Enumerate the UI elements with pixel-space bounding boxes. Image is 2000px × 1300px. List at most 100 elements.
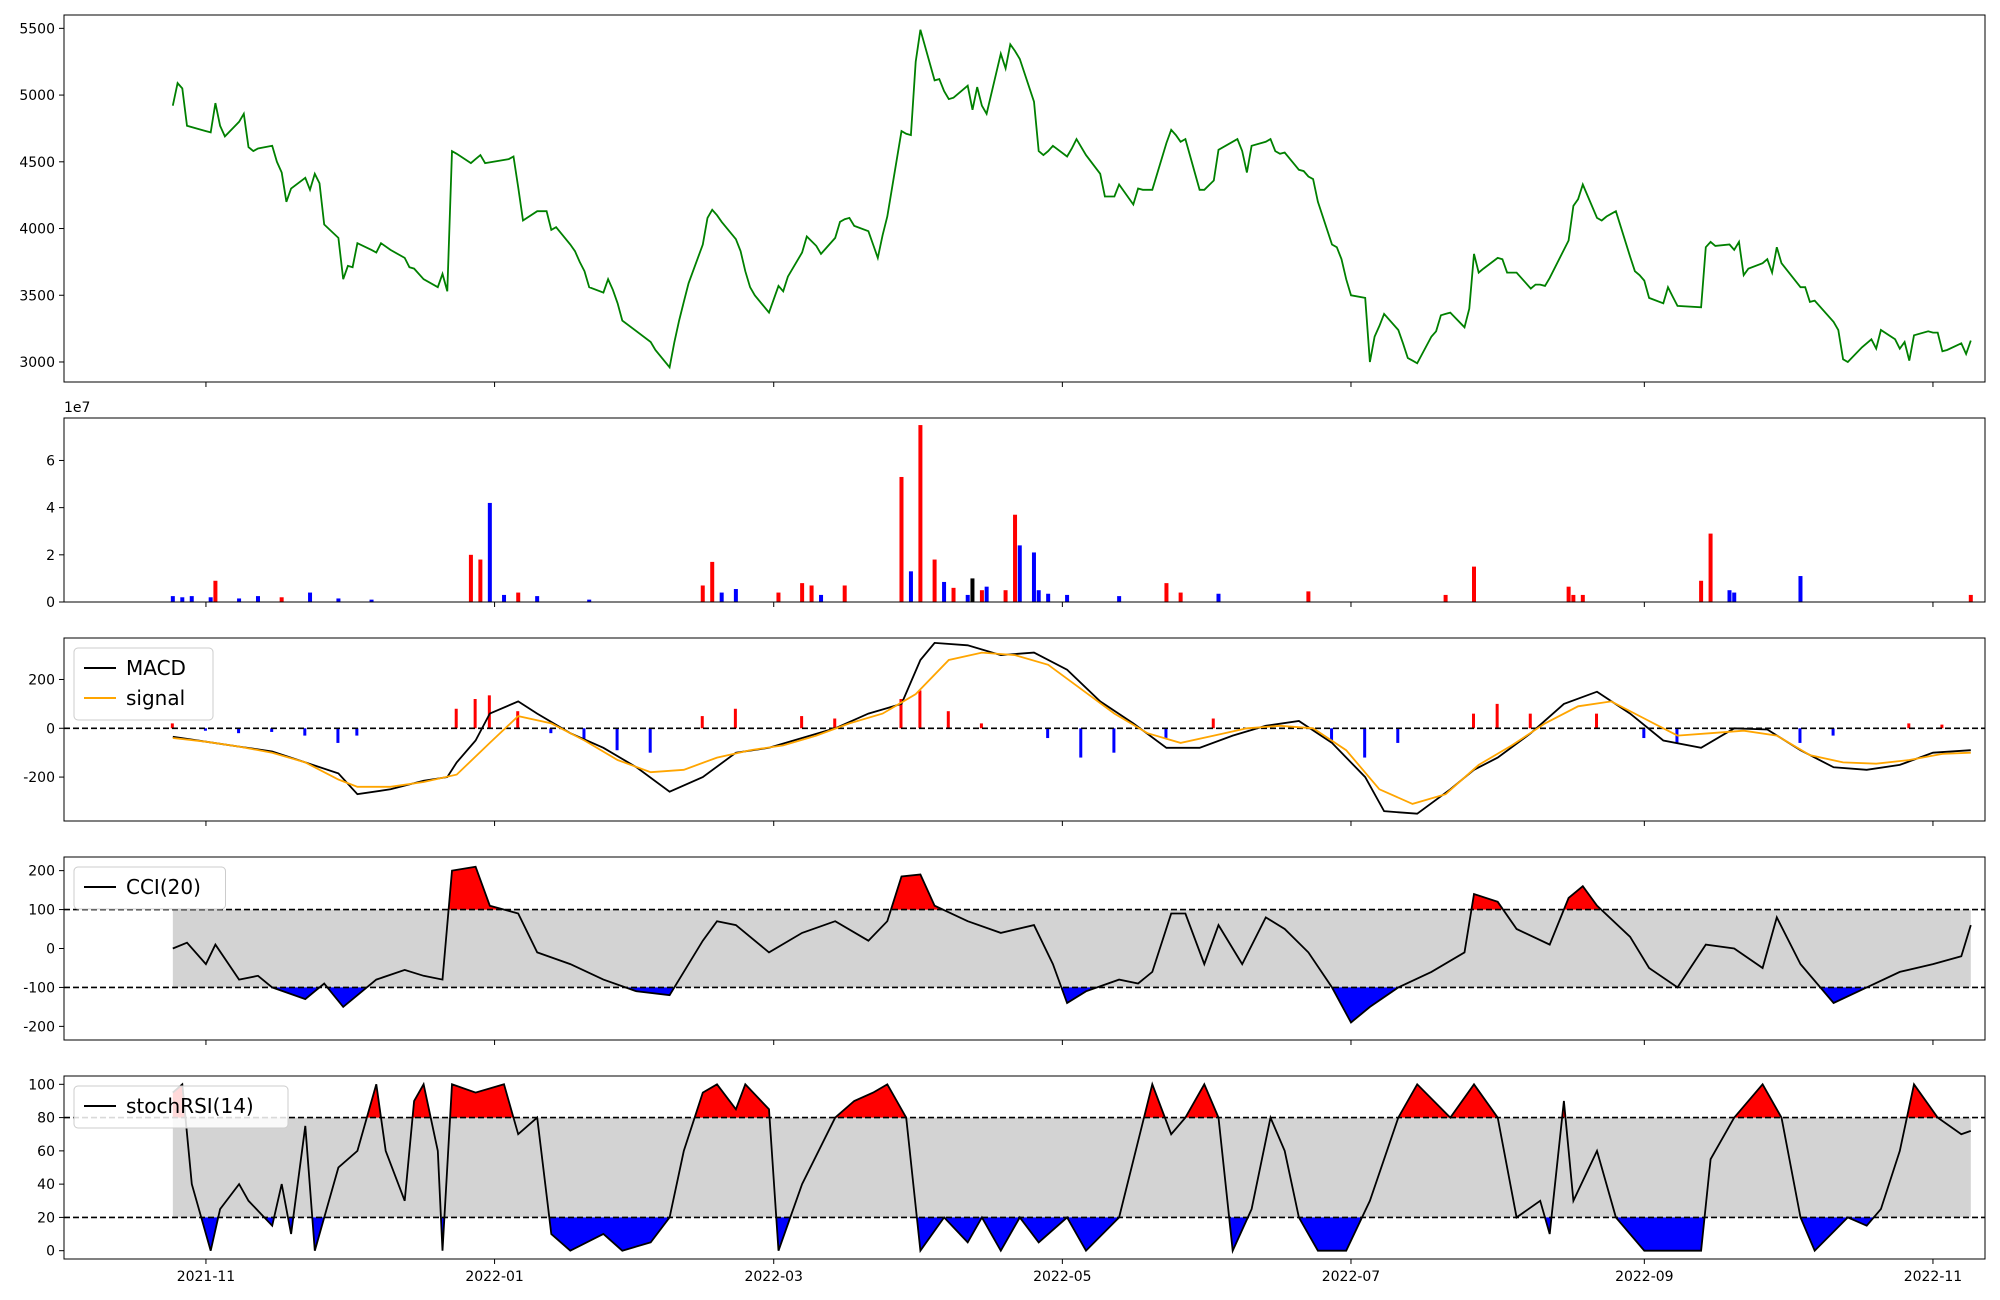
oversold-fill [944, 1217, 982, 1243]
y-tick-label: 3000 [19, 355, 55, 371]
macd-histogram-bar [454, 708, 458, 729]
y-tick-label: 0 [46, 721, 55, 737]
macd-histogram-bar [1907, 723, 1911, 729]
y-tick-label: 80 [37, 1111, 55, 1127]
series-line-macd [172, 641, 1971, 815]
volume-bar [279, 597, 284, 602]
macd-histogram-bar [946, 711, 950, 729]
volume-bar [1065, 594, 1070, 602]
macd-histogram-bar [733, 708, 737, 729]
volume-bar [1036, 590, 1041, 602]
volume-bar [1013, 514, 1018, 602]
plot-area-cci [64, 865, 1985, 1024]
macd-histogram-bar [1112, 728, 1116, 753]
volume-bar [255, 596, 260, 602]
legend-label: signal [126, 686, 185, 710]
oversold-fill [327, 987, 367, 1007]
volume-bar [1968, 594, 1973, 602]
oversold-fill [981, 1217, 1020, 1251]
macd-histogram-bar [1595, 713, 1599, 729]
x-tick-label: 2022-05 [1033, 1269, 1092, 1285]
volume-bar [1306, 591, 1311, 602]
volume-bar [700, 585, 705, 602]
macd-histogram-bar [700, 716, 704, 729]
macd-histogram-bar [336, 728, 340, 743]
oversold-fill [201, 1217, 219, 1251]
series-line-price [171, 29, 1972, 370]
volume-bar [237, 598, 242, 602]
volume-bar [468, 554, 473, 602]
macd-histogram-bar [648, 728, 652, 753]
volume-bar [213, 580, 218, 602]
macd-histogram-bar [1211, 718, 1215, 729]
volume-bar [516, 592, 521, 602]
axes-frame [63, 1075, 1986, 1260]
oversold-fill [625, 987, 675, 996]
panel-cci: -200 -100 0 100 200 CCI(20) [23, 856, 1986, 1045]
volume-bar [1727, 590, 1732, 602]
y-tick-label: 100 [28, 903, 55, 919]
macd-histogram-bar [979, 723, 983, 729]
volume-bar [776, 592, 781, 602]
overbought-fill [448, 866, 505, 910]
y-tick-label: 4000 [19, 222, 55, 238]
macd-histogram-bar [1495, 703, 1499, 729]
volume-bar [369, 599, 374, 602]
volume-bar [1443, 594, 1448, 602]
volume-bar [951, 587, 956, 602]
legend-box [73, 647, 214, 721]
overbought-fill [890, 874, 943, 910]
plot-area-macd [64, 641, 1985, 815]
plot-area-volume [170, 425, 1973, 602]
macd-histogram-bar [303, 728, 307, 736]
y-tick-label: 60 [37, 1144, 55, 1160]
volume-bar [1708, 533, 1713, 602]
macd-histogram-bar [1330, 728, 1334, 743]
x-tick-label: 2022-01 [465, 1269, 524, 1285]
volume-bar [1798, 576, 1803, 602]
legend-box [73, 866, 226, 910]
overbought-fill [694, 1084, 770, 1118]
overbought-fill [1734, 1084, 1782, 1118]
overbought-fill [1398, 1084, 1451, 1118]
volume-bar [733, 589, 738, 602]
overbought-fill [1906, 1084, 1938, 1118]
legend-box [73, 1085, 289, 1129]
volume-bar [809, 585, 814, 602]
macd-histogram-bar [1079, 728, 1083, 758]
volume-bar [719, 592, 724, 602]
y-tick-label: 5500 [19, 21, 55, 37]
y-tick-label: 200 [28, 672, 55, 688]
macd-histogram-bar [1046, 728, 1050, 739]
overbought-fill [1185, 1084, 1219, 1118]
volume-bar [1566, 586, 1571, 602]
volume-bar [180, 597, 185, 602]
series-line-signal [172, 651, 1971, 805]
volume-bar [1471, 566, 1476, 602]
macd-histogram-bar [355, 728, 359, 736]
y-tick-label: -200 [23, 770, 55, 786]
overbought-fill [450, 1084, 514, 1118]
y-tick-label: 20 [37, 1210, 55, 1226]
y-tick-label: 5000 [19, 88, 55, 104]
macd-histogram-bar [1798, 728, 1802, 743]
macd-histogram-bar [170, 723, 174, 729]
oversold-fill [1332, 987, 1399, 1023]
overbought-fill [412, 1084, 431, 1118]
x-tick-label: 2021-11 [177, 1269, 236, 1285]
volume-bar [979, 590, 984, 602]
band-fill [172, 1117, 1971, 1218]
volume-bar [308, 592, 313, 602]
volume-bar [1117, 596, 1122, 602]
panel-macd: -200 0 200 MACD signal [23, 637, 1986, 826]
legend: CCI(20) [73, 866, 226, 910]
legend-label: MACD [126, 656, 186, 680]
y-tick-label: 0 [46, 595, 55, 611]
macd-histogram-bar [1164, 728, 1168, 739]
axes-frame [63, 637, 1986, 822]
y-tick-label: -200 [23, 1019, 55, 1035]
macd-histogram-bar [270, 728, 274, 732]
macd-histogram-bar [549, 728, 553, 734]
macd-histogram-bar [833, 718, 837, 729]
